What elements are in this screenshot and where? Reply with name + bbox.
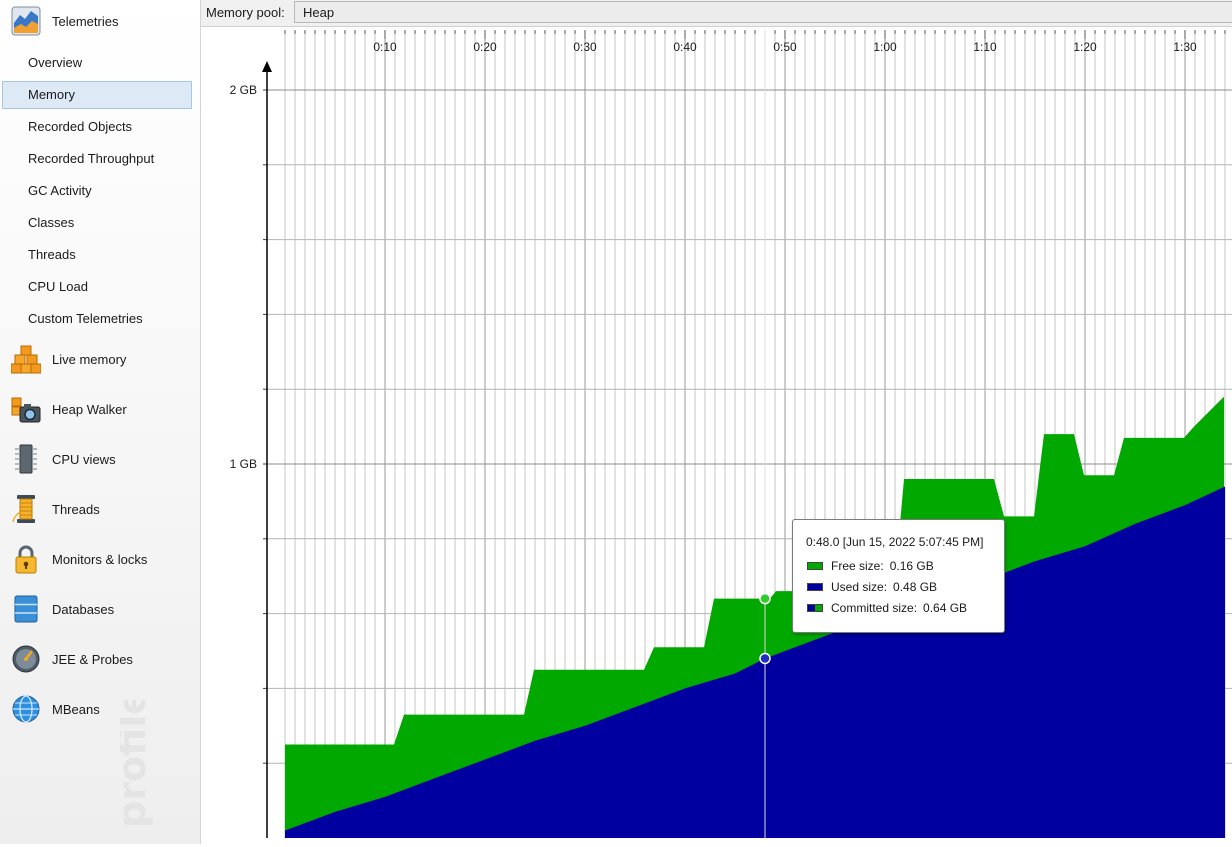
sidebar-section-label: CPU views (52, 451, 116, 467)
sidebar-section-label: Databases (52, 601, 115, 617)
sidebar-section-label: MBeans (52, 701, 100, 717)
sidebar-item-recorded-objects[interactable]: Recorded Objects (28, 119, 133, 134)
sidebar-section-monitors-locks[interactable]: Monitors & locks (0, 539, 200, 579)
sidebar-section-heap-walker[interactable]: Heap Walker (0, 389, 200, 429)
sidebar-item-recorded-throughput[interactable]: Recorded Throughput (28, 151, 155, 166)
cpu-chip-icon (15, 444, 37, 474)
threads-spool-icon (12, 495, 35, 523)
x-tick-label: 1:30 (1173, 40, 1197, 54)
toolbar: Memory pool: Heap (201, 0, 1232, 27)
cursor-used-marker (759, 652, 771, 665)
sidebar-item-memory[interactable]: Memory (28, 87, 75, 102)
padlock-icon (15, 545, 37, 574)
x-tick-label: 0:30 (573, 40, 597, 54)
live-memory-cubes-icon (11, 345, 41, 374)
sidebar-section-label: Live memory (52, 351, 127, 367)
sidebar-section-telemetries[interactable]: Telemetries (0, 1, 200, 41)
sidebar-item-custom-telemetries[interactable]: Custom Telemetries (28, 311, 143, 326)
sidebar: Telemetries Overview Memory Recorded Obj… (0, 0, 201, 844)
memory-pool-value: Heap (303, 5, 335, 20)
sidebar-section-label: Heap Walker (52, 401, 127, 417)
sidebar-section-mbeans[interactable]: MBeans (0, 689, 200, 729)
sidebar-section-label: JEE & Probes (52, 651, 133, 667)
y-tick-label: 2 GB (230, 83, 257, 97)
tooltip-key: Committed size: (831, 601, 918, 615)
y-tick-label: 1 GB (230, 457, 257, 471)
tooltip-row-used: Used size: 0.48 GB (807, 580, 937, 594)
x-tick-label: 1:00 (873, 40, 897, 54)
used-size-swatch (807, 583, 823, 591)
memory-pool-label: Memory pool: (206, 5, 285, 20)
tooltip-value: 0.64 GB (923, 601, 968, 615)
tooltip-row-committed: Committed size: 0.64 GB (807, 601, 967, 615)
x-tick-label: 0:10 (373, 40, 397, 54)
sidebar-item-classes[interactable]: Classes (28, 215, 75, 230)
x-tick-label: 0:50 (773, 40, 797, 54)
gauge-icon (12, 645, 40, 673)
x-tick-label: 0:20 (473, 40, 497, 54)
tooltip-row-free: Free size: 0.16 GB (807, 559, 934, 573)
x-tick-label: 0:40 (673, 40, 697, 54)
tooltip-value: 0.48 GB (893, 580, 938, 594)
sidebar-section-live-memory[interactable]: Live memory (0, 339, 200, 379)
x-tick-label: 1:10 (973, 40, 997, 54)
y-axis-arrow (262, 61, 272, 72)
cursor-committed-marker (759, 592, 771, 605)
globe-icon (12, 695, 40, 723)
tooltip-key: Free size: (831, 559, 884, 573)
tooltip-value: 0.16 GB (889, 559, 934, 573)
memory-chart-svg[interactable]: 0:10 0:20 0:30 0:40 0:50 1:00 1:10 1:20 1:30 1 GB… (201, 27, 1232, 844)
sidebar-section-threads[interactable]: Threads (0, 489, 200, 529)
sidebar-item-gc-activity[interactable]: GC Activity (28, 183, 92, 198)
sidebar-section-cpu-views[interactable]: CPU views (0, 439, 200, 479)
sidebar-section-label: Telemetries (52, 13, 119, 29)
telemetries-chart-icon (11, 6, 41, 36)
sidebar-section-databases[interactable]: Databases (0, 589, 200, 629)
database-icon (14, 595, 38, 623)
sidebar-item-cpu-load[interactable]: CPU Load (28, 279, 88, 294)
committed-size-swatch (807, 604, 823, 612)
sidebar-item-threads[interactable]: Threads (28, 247, 76, 262)
chart-tooltip: 0:48.0 [Jun 15, 2022 5:07:45 PM] Free si… (792, 519, 1005, 633)
series-used-area (285, 486, 1225, 838)
sidebar-section-label: Threads (52, 501, 100, 517)
heap-walker-camera-icon (11, 397, 41, 423)
x-tick-label: 1:20 (1073, 40, 1097, 54)
memory-chart[interactable]: 0:10 0:20 0:30 0:40 0:50 1:00 1:10 1:20 1:30 1 GB… (201, 27, 1232, 844)
tooltip-title: 0:48.0 [Jun 15, 2022 5:07:45 PM] (806, 535, 984, 549)
sidebar-section-jee-probes[interactable]: JEE & Probes (0, 639, 200, 679)
selection-highlight (2, 81, 192, 109)
sidebar-section-label: Monitors & locks (52, 551, 148, 567)
memory-pool-dropdown[interactable]: Heap (294, 1, 1232, 23)
sidebar-item-overview[interactable]: Overview (28, 55, 83, 70)
free-size-swatch (807, 562, 823, 570)
tooltip-key: Used size: (831, 580, 888, 594)
